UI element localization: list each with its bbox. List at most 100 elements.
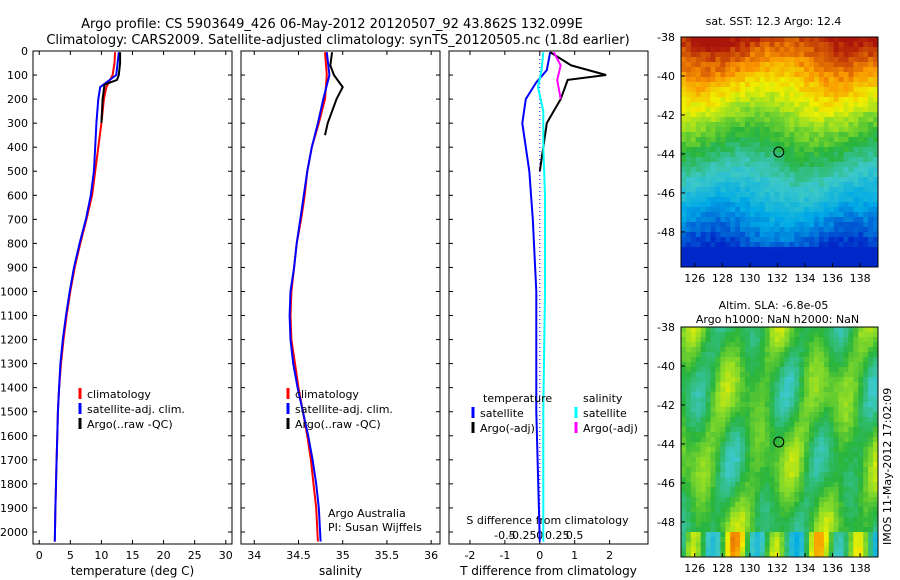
map-cell (745, 242, 751, 248)
map-cell (843, 117, 849, 123)
map-cell (681, 482, 687, 488)
map-cell (838, 107, 844, 113)
map-cell (745, 47, 751, 53)
map-cell (700, 132, 707, 138)
map-cell (868, 42, 874, 48)
map-cell (838, 462, 844, 468)
map-cell (804, 447, 810, 453)
map-cell (749, 92, 756, 98)
x-tick-label: 34.5 (286, 549, 311, 562)
map-cell (754, 237, 761, 243)
map-cell (740, 332, 746, 338)
map-cell (745, 72, 751, 78)
map-cell (784, 222, 790, 228)
map-x-tick-label: 130 (739, 272, 760, 285)
map-cell (809, 247, 815, 253)
map-cell (868, 487, 874, 493)
map-cell (784, 252, 790, 258)
map-cell (838, 392, 844, 398)
map-cell (828, 127, 835, 133)
map-cell (769, 482, 775, 488)
map-cell (828, 197, 835, 203)
map-cell (690, 487, 697, 493)
map-cell (774, 47, 780, 53)
map-cell (809, 342, 815, 348)
map-cell (809, 207, 815, 213)
map-cell (685, 202, 692, 208)
map-cell (720, 222, 726, 228)
map-cell (690, 482, 697, 488)
map-cell (853, 107, 859, 113)
map-cell (843, 542, 849, 548)
map-cell (685, 142, 692, 148)
map-cell (784, 67, 790, 73)
map-cell (863, 502, 869, 508)
y-tick-label: 2000 (0, 526, 28, 539)
map-cell (873, 367, 879, 373)
map-cell (813, 492, 820, 498)
map-cell (769, 92, 775, 98)
map-cell (868, 72, 874, 78)
map-cell (725, 72, 731, 78)
map-cell (799, 412, 805, 418)
map-cell (794, 502, 800, 508)
map-cell (764, 132, 771, 138)
map-cell (843, 237, 849, 243)
map-cell (690, 492, 697, 498)
map-cell (853, 452, 859, 458)
map-cell (759, 402, 766, 408)
map-cell (774, 417, 780, 423)
map-cell (735, 37, 741, 43)
map-cell (843, 217, 849, 223)
map-cell (799, 337, 805, 343)
map-cell (833, 482, 839, 488)
map-cell (764, 127, 771, 133)
map-cell (745, 202, 751, 208)
map-cell (754, 362, 761, 368)
map-cell (705, 337, 711, 343)
map-cell (740, 227, 746, 233)
map-cell (764, 167, 771, 173)
map-cell (818, 137, 825, 143)
map-cell (843, 157, 849, 163)
map-cell (715, 337, 721, 343)
map-cell (769, 507, 775, 513)
map-cell (695, 342, 702, 348)
map-cell (720, 262, 726, 268)
map-cell (858, 362, 864, 368)
map-cell (789, 492, 795, 498)
map-cell (720, 117, 726, 123)
map-cell (720, 527, 726, 533)
map-cell (858, 157, 864, 163)
map-cell (774, 382, 780, 388)
map-cell (705, 522, 711, 528)
map-cell (715, 107, 721, 113)
map-cell (789, 107, 795, 113)
map-cell (818, 207, 825, 213)
map-cell (685, 347, 692, 353)
map-cell (799, 67, 805, 73)
map-cell (730, 407, 736, 413)
map-cell (784, 397, 790, 403)
map-cell (804, 137, 810, 143)
map-cell (695, 137, 702, 143)
map-cell (813, 342, 820, 348)
map-cell (745, 452, 751, 458)
map-cell (769, 162, 775, 168)
map-cell (735, 432, 741, 438)
map-cell (735, 172, 741, 178)
map-cell (799, 137, 805, 143)
map-cell (818, 362, 825, 368)
map-cell (690, 447, 697, 453)
map-cell (735, 437, 741, 443)
map-cell (715, 507, 721, 513)
map-cell (759, 332, 766, 338)
map-cell (705, 342, 711, 348)
map-cell (764, 47, 771, 53)
map-cell (809, 117, 815, 123)
map-cell (858, 352, 864, 358)
map-cell (858, 367, 864, 373)
map-cell (685, 497, 692, 503)
map-cell (843, 172, 849, 178)
map-cell (759, 442, 766, 448)
